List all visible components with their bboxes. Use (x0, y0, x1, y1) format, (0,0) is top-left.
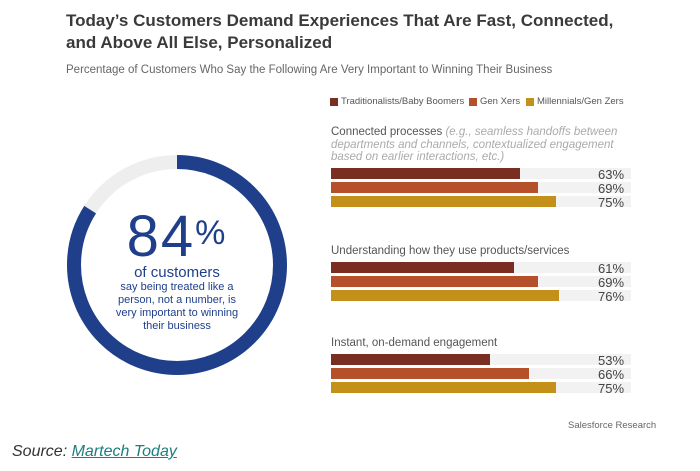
bar-connected-genx (331, 182, 538, 193)
value-label-connected-genx: 69% (598, 181, 624, 196)
legend-label-boomers: Traditionalists/Baby Boomers (341, 96, 465, 107)
source-line: Source: Martech Today (12, 443, 177, 461)
value-label-instant-millennials: 75% (598, 381, 624, 396)
bar-understanding-boomers (331, 262, 514, 273)
chart-subtitle: Percentage of Customers Who Say the Foll… (66, 64, 553, 76)
bar-chart: 63%69%75%61%69%76%53%66%75% (331, 167, 631, 396)
value-label-connected-boomers: 63% (598, 167, 624, 182)
highlight-headline: of customers (134, 264, 220, 281)
group-label-instant: Instant, on-demand engagement (331, 337, 621, 350)
highlight-value-number: 84 (126, 204, 196, 269)
value-label-understanding-millennials: 76% (598, 289, 624, 304)
group-title-understanding: Understanding how they use products/serv… (331, 245, 570, 257)
bar-instant-millennials (331, 382, 556, 393)
bar-instant-genx (331, 368, 529, 379)
legend-item-millennials: Millennials/Gen Zers (526, 96, 624, 107)
legend: Traditionalists/Baby Boomers Gen Xers Mi… (330, 96, 670, 110)
value-label-understanding-genx: 69% (598, 275, 624, 290)
group-label-understanding: Understanding how they use products/serv… (331, 245, 621, 258)
value-label-instant-boomers: 53% (598, 353, 624, 368)
legend-item-genx: Gen Xers (469, 96, 520, 107)
infographic-card: Today’s Customers Demand Experiences Tha… (62, 11, 670, 431)
group-title-instant: Instant, on-demand engagement (331, 337, 498, 349)
legend-label-genx: Gen Xers (480, 96, 521, 107)
bar-understanding-genx (331, 276, 538, 287)
highlight-value-percent: % (195, 214, 228, 252)
legend-swatch-genx (469, 97, 477, 106)
value-label-connected-millennials: 75% (598, 195, 624, 210)
bar-understanding-millennials (331, 290, 559, 301)
legend-label-millennials: Millennials/Gen Zers (537, 96, 624, 107)
bar-connected-millennials (331, 196, 556, 207)
legend-swatch-millennials (526, 97, 534, 106)
source-prefix: Source: (12, 443, 72, 460)
value-label-instant-genx: 66% (598, 367, 624, 382)
donut-ring (67, 155, 287, 375)
bar-instant-boomers (331, 354, 490, 365)
group-label-connected: Connected processes (e.g., seamless hand… (331, 126, 621, 164)
donut-arc-84-percent (67, 155, 287, 375)
highlight-value: 84% (62, 203, 292, 267)
source-link[interactable]: Martech Today (71, 443, 177, 460)
highlight-caption: say being treated like a person, not a n… (115, 281, 239, 332)
group-title-connected: Connected processes (331, 126, 443, 138)
research-credit: Salesforce Research (568, 420, 657, 431)
bar-connected-boomers (331, 168, 520, 179)
chart-title: Today’s Customers Demand Experiences Tha… (66, 11, 614, 52)
legend-swatch-boomers (330, 97, 338, 106)
legend-item-boomers: Traditionalists/Baby Boomers (330, 96, 464, 107)
value-label-understanding-boomers: 61% (598, 261, 624, 276)
group-note-connected: (e.g., seamless handoffs between departm… (331, 126, 618, 163)
